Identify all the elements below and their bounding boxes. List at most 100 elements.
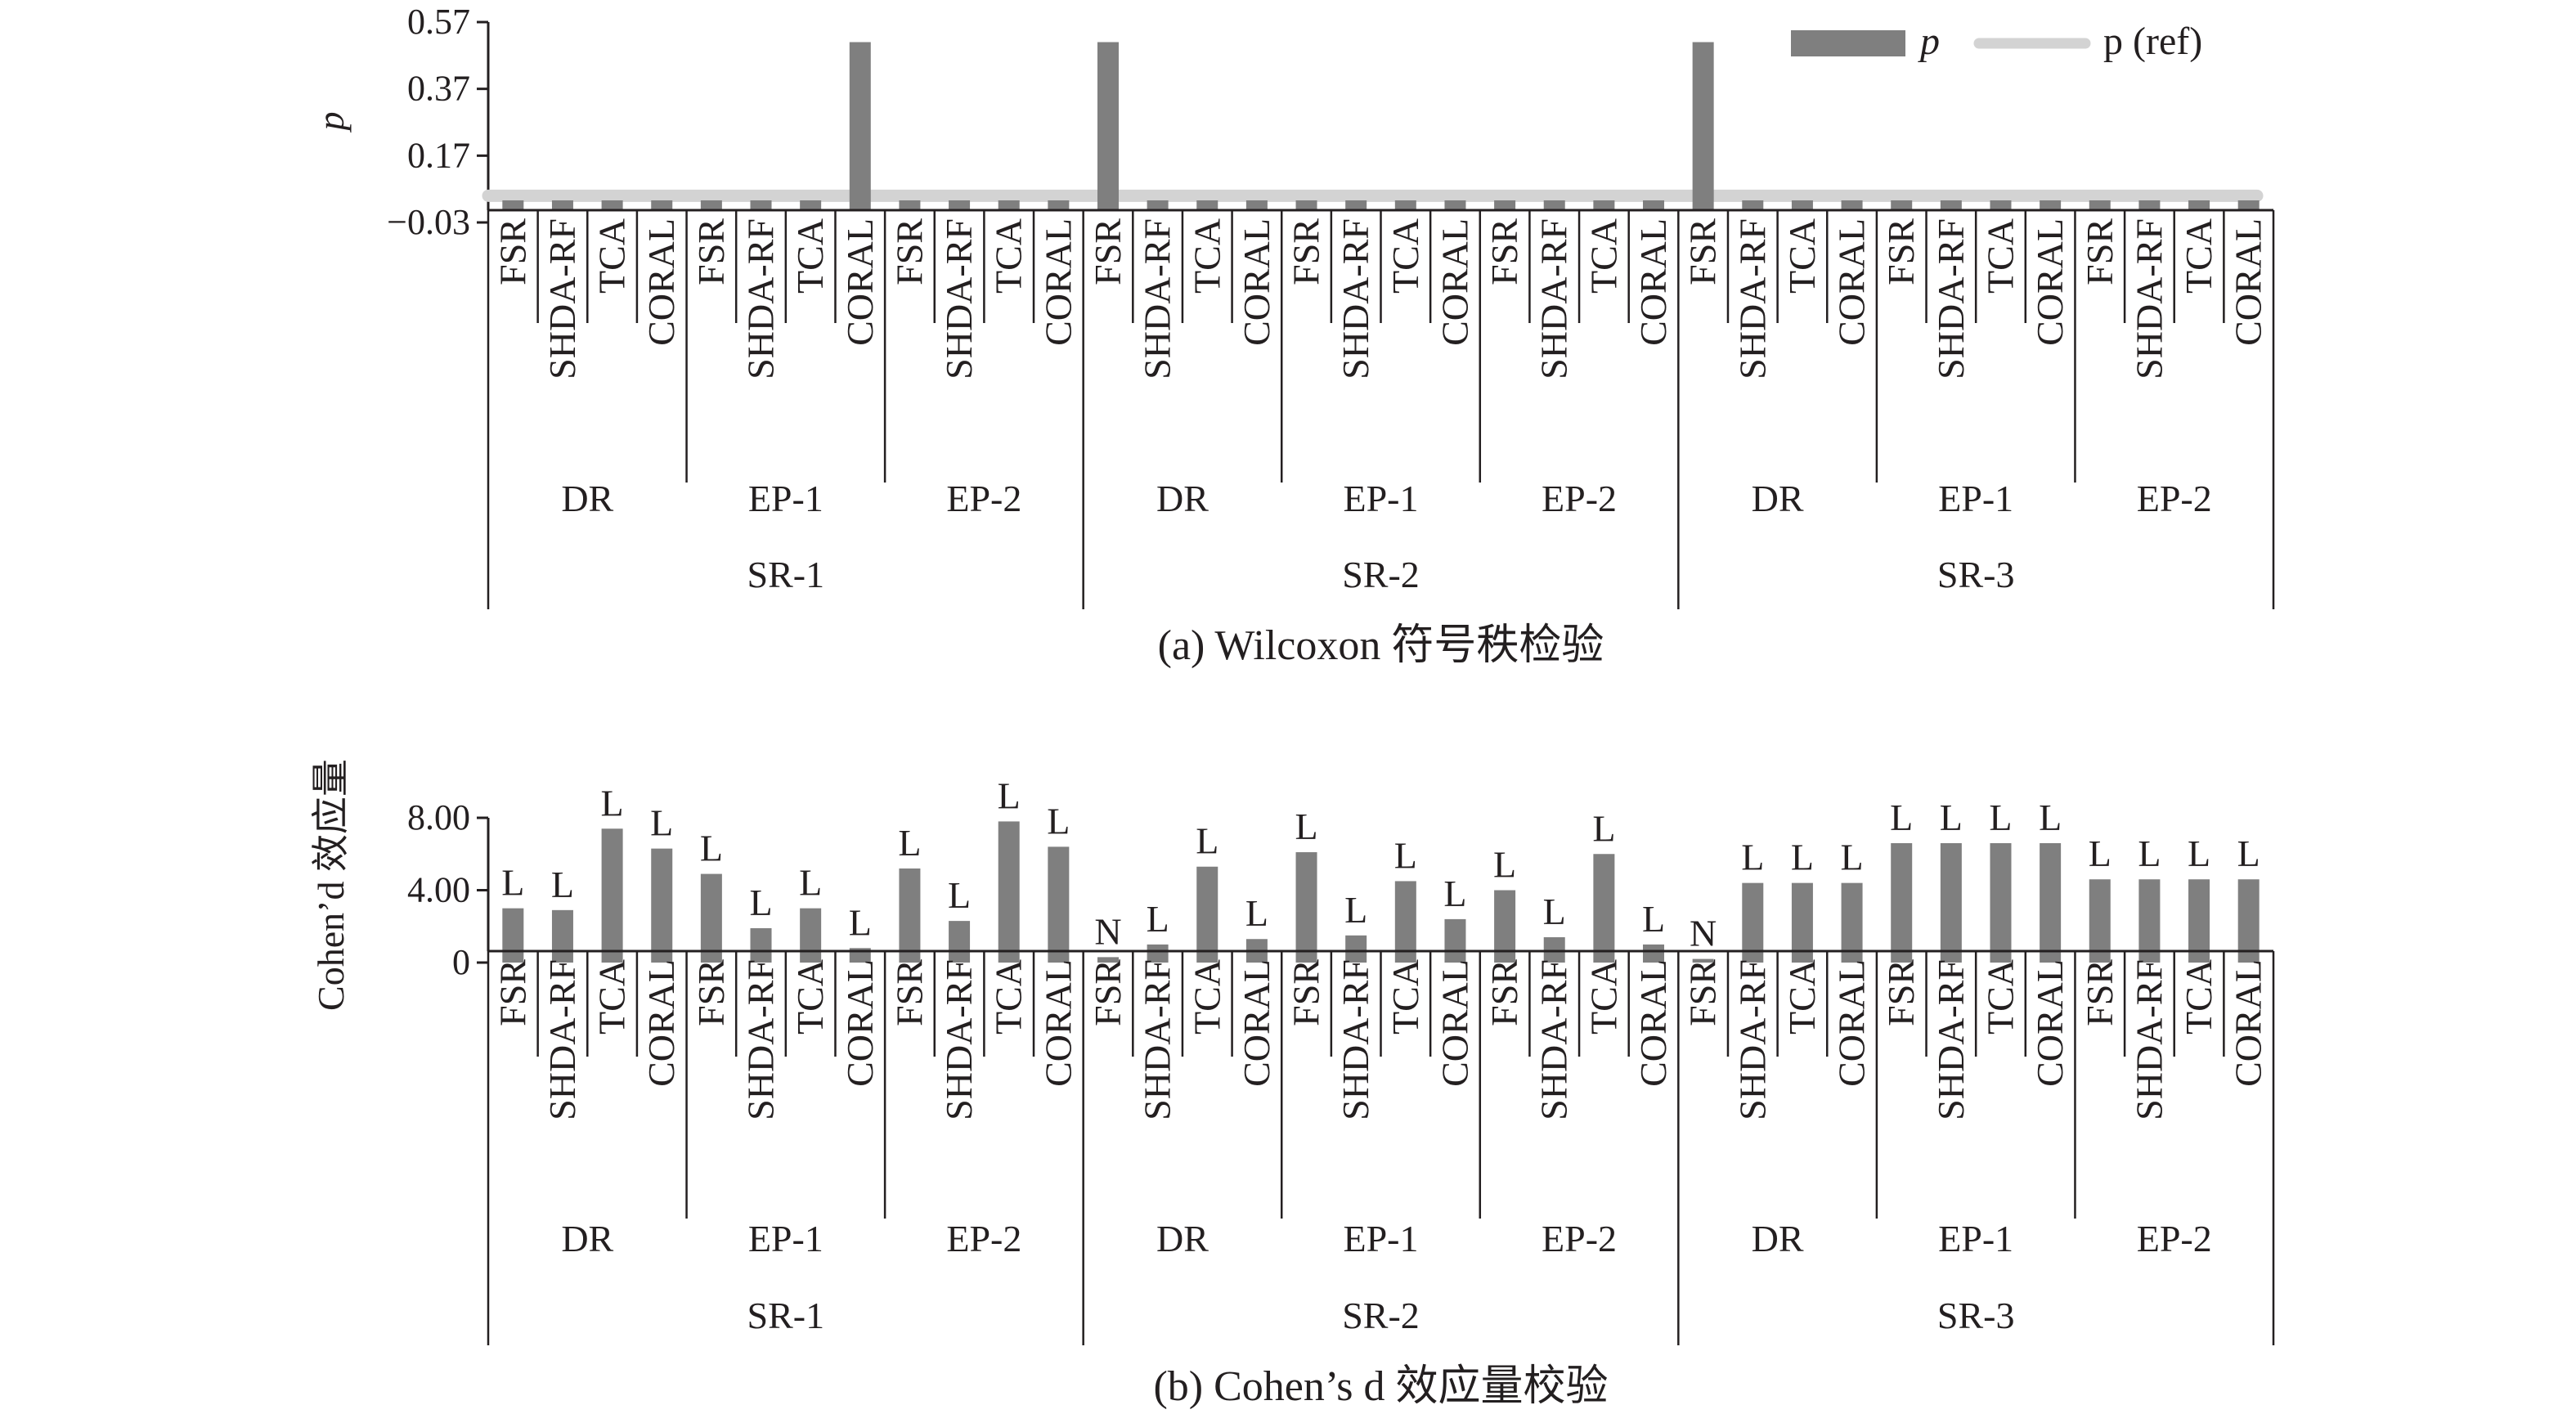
data-label: L <box>2039 797 2062 838</box>
bar <box>1643 944 1665 963</box>
x-tick-label-method: SHDA-RF <box>1335 218 1376 379</box>
x-tick-label-method: SHDA-RF <box>1533 218 1575 379</box>
x-tick-label-method: FSR <box>1286 959 1327 1026</box>
legend-label-ref: p (ref) <box>2103 20 2202 63</box>
data-label: L <box>1295 806 1317 847</box>
x-tick-label-method: CORAL <box>640 959 682 1087</box>
bar <box>899 868 921 963</box>
data-label: L <box>2089 833 2112 874</box>
bar <box>1444 918 1466 963</box>
x-tick-label-method: FSR <box>2079 959 2120 1026</box>
y-tick-label: −0.03 <box>387 202 470 242</box>
bar <box>1196 866 1218 963</box>
bar <box>1494 200 1516 210</box>
x-group-label-source: SR-1 <box>747 1295 825 1336</box>
x-tick-label-method: FSR <box>491 218 533 285</box>
bar <box>899 200 921 210</box>
data-label: L <box>2188 833 2210 874</box>
bar <box>1097 957 1119 963</box>
bar <box>1048 846 1070 963</box>
x-tick-label-method: FSR <box>1087 218 1129 285</box>
data-label: L <box>1791 837 1814 878</box>
x-group-label-dataset: DR <box>1156 1218 1209 1259</box>
data-label: N <box>1094 910 1121 952</box>
x-tick-label-method: FSR <box>1682 959 1724 1026</box>
x-group-label-dataset: EP-2 <box>1542 1218 1617 1259</box>
bar <box>502 200 524 210</box>
x-group-label-dataset: EP-1 <box>1344 478 1419 519</box>
data-label: L <box>2138 833 2161 874</box>
x-tick-label-method: TCA <box>988 959 1030 1035</box>
bar <box>1394 881 1416 963</box>
x-tick-label-method: CORAL <box>1831 218 1873 346</box>
x-tick-label-method: TCA <box>591 959 633 1035</box>
bar <box>800 200 822 210</box>
x-tick-label-method: CORAL <box>1434 959 1475 1087</box>
x-group-label-dataset: EP-2 <box>946 478 1021 519</box>
x-tick-label-method: FSR <box>1286 218 1327 285</box>
x-tick-label-method: SHDA-RF <box>1137 218 1178 379</box>
x-tick-label-method: SHDA-RF <box>1533 959 1575 1120</box>
bar <box>1345 935 1367 963</box>
x-tick-label-method: TCA <box>1582 959 1624 1035</box>
bar <box>1791 200 1813 210</box>
bar <box>1692 958 1714 963</box>
x-tick-label-method: SHDA-RF <box>1731 959 1773 1120</box>
x-tick-label-method: FSR <box>491 959 533 1026</box>
x-group-label-dataset: EP-2 <box>2137 478 2212 519</box>
bar <box>1097 42 1119 210</box>
x-tick-label-method: TCA <box>789 218 831 294</box>
bar <box>998 821 1020 963</box>
x-tick-label-method: CORAL <box>1831 959 1873 1087</box>
x-tick-label-method: CORAL <box>1037 959 1079 1087</box>
x-tick-label-method: FSR <box>1483 959 1525 1026</box>
x-tick-label-method: CORAL <box>640 218 682 346</box>
bar <box>551 200 573 210</box>
bar <box>2188 879 2210 963</box>
x-group-label-source: SR-2 <box>1342 1295 1420 1336</box>
x-group-label-source: SR-3 <box>1937 554 2015 595</box>
data-label: L <box>1443 873 1466 914</box>
x-tick-label-method: FSR <box>1483 218 1525 285</box>
bar <box>750 927 772 963</box>
bar <box>1147 944 1169 963</box>
bar <box>849 42 871 210</box>
y-tick-label: 4.00 <box>407 870 470 910</box>
data-label: L <box>1890 797 1913 838</box>
x-tick-label-method: TCA <box>1384 218 1426 294</box>
bar <box>2138 200 2161 210</box>
x-tick-label-method: CORAL <box>839 218 881 346</box>
x-group-label-dataset: EP-1 <box>748 1218 824 1259</box>
bar <box>2040 842 2062 963</box>
x-tick-label-method: SHDA-RF <box>1137 959 1178 1120</box>
x-tick-label-method: SHDA-RF <box>740 218 782 379</box>
bar <box>502 908 524 963</box>
x-tick-label-method: FSR <box>1880 959 1922 1026</box>
bar <box>700 873 722 963</box>
x-tick-label-method: CORAL <box>2029 218 2071 346</box>
bar <box>2138 879 2161 963</box>
legend-label-bar: p <box>1918 20 1940 63</box>
x-group-label-dataset: EP-2 <box>2137 1218 2212 1259</box>
y-tick-label: 0.17 <box>407 135 470 175</box>
bar <box>2089 879 2111 963</box>
x-tick-label-method: CORAL <box>2228 218 2269 346</box>
data-label: L <box>1394 834 1417 876</box>
x-tick-label-method: TCA <box>1186 218 1227 294</box>
y-tick-label: 0.37 <box>407 69 470 109</box>
x-tick-label-method: CORAL <box>1632 218 1674 346</box>
bar <box>1742 882 1764 963</box>
bar <box>998 200 1020 210</box>
bar <box>1295 200 1317 210</box>
x-tick-label-method: CORAL <box>2228 959 2269 1087</box>
data-label: L <box>700 828 723 869</box>
data-label: L <box>1493 844 1516 886</box>
bar <box>1345 200 1367 210</box>
data-label: L <box>1245 892 1268 934</box>
bar <box>2237 879 2260 963</box>
data-label: L <box>601 782 624 824</box>
x-tick-label-method: TCA <box>1582 218 1624 294</box>
x-tick-label-method: TCA <box>1979 218 2021 294</box>
x-tick-label-method: CORAL <box>2029 959 2071 1087</box>
